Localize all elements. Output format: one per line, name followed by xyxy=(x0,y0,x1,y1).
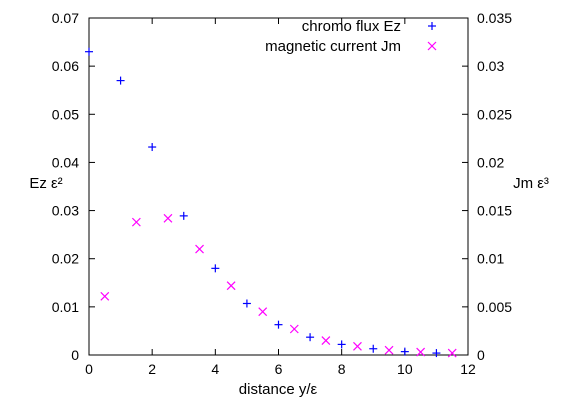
x-tick-label: 0 xyxy=(85,361,93,377)
data-point-chromo-flux xyxy=(211,264,220,273)
tick-labels: 0 2 4 6 8 10 1200.010.020.030.040.050.060.0700… xyxy=(52,10,512,377)
data-point-chromo-flux xyxy=(242,299,251,308)
y-left-tick-label: 0.06 xyxy=(52,58,79,74)
data-point-chromo-flux xyxy=(400,347,409,356)
x-axis-title: distance y/ε xyxy=(239,381,318,398)
y-left-tick-label: 0.04 xyxy=(52,154,79,170)
data-point-chromo-flux xyxy=(179,211,188,220)
x-tick-label: 2 xyxy=(148,361,156,377)
data-point-magnetic-current xyxy=(353,341,362,351)
data-point-chromo-flux xyxy=(337,340,346,349)
data-point-chromo-flux xyxy=(306,333,315,342)
x-tick-label: 6 xyxy=(275,361,283,377)
data-point-magnetic-current xyxy=(289,324,299,334)
y-axis-left-title: Ez ε² xyxy=(29,175,62,192)
x-tick-label: 10 xyxy=(397,361,413,377)
data-point-magnetic-current xyxy=(195,244,204,254)
x-tick-label: 8 xyxy=(338,361,346,377)
legend-plus-symbol xyxy=(428,22,436,30)
legend: chromo flux Ez magnetic current Jm xyxy=(265,18,437,55)
data-point-magnetic-current xyxy=(447,348,457,358)
data-point-chromo-flux xyxy=(432,349,441,358)
legend-marker-plus xyxy=(428,22,436,30)
data-point-magnetic-current xyxy=(131,217,141,227)
data-point-chromo-flux xyxy=(85,47,93,56)
y-right-tick-label: 0 xyxy=(477,347,485,363)
y-right-tick-label: 0.015 xyxy=(477,203,512,219)
y-left-tick-label: 0.07 xyxy=(52,10,79,26)
data-point-magnetic-current xyxy=(258,307,268,317)
y-left-tick-label: 0.03 xyxy=(52,203,79,219)
data-point-magnetic-current xyxy=(384,345,394,355)
y-left-tick-label: 0.02 xyxy=(52,251,79,267)
legend-cross-symbol xyxy=(427,41,437,51)
y-right-tick-label: 0.035 xyxy=(477,10,512,26)
data-point-chromo-flux xyxy=(274,320,283,329)
tick-marks xyxy=(88,17,469,356)
x-tick-label: 4 xyxy=(211,361,219,377)
y-left-tick-label: 0 xyxy=(71,347,79,363)
legend-label-chromo-flux: chromo flux Ez xyxy=(302,18,401,35)
y-axis-right-title: Jm ε³ xyxy=(513,175,549,192)
data-point-chromo-flux xyxy=(148,143,157,152)
y-right-tick-label: 0.025 xyxy=(477,106,512,122)
legend-marker-cross xyxy=(427,41,437,51)
y-right-tick-label: 0.01 xyxy=(477,251,504,267)
data-point-chromo-flux xyxy=(116,76,125,85)
data-point-magnetic-current xyxy=(321,336,331,345)
y-left-tick-label: 0.01 xyxy=(52,299,79,315)
y-right-tick-label: 0.005 xyxy=(477,299,512,315)
data-point-magnetic-current xyxy=(100,291,110,301)
y-left-tick-label: 0.05 xyxy=(52,106,79,122)
plot-frame xyxy=(88,17,469,356)
y-right-tick-label: 0.02 xyxy=(477,154,504,170)
data-point-magnetic-current xyxy=(163,213,173,223)
data-marks xyxy=(85,47,457,358)
x-tick-label: 12 xyxy=(460,361,476,377)
data-point-magnetic-current xyxy=(226,281,236,291)
data-point-magnetic-current xyxy=(416,347,426,357)
y-right-tick-label: 0.03 xyxy=(477,58,504,74)
legend-label-magnetic-current: magnetic current Jm xyxy=(265,38,401,55)
data-point-chromo-flux xyxy=(369,344,378,353)
